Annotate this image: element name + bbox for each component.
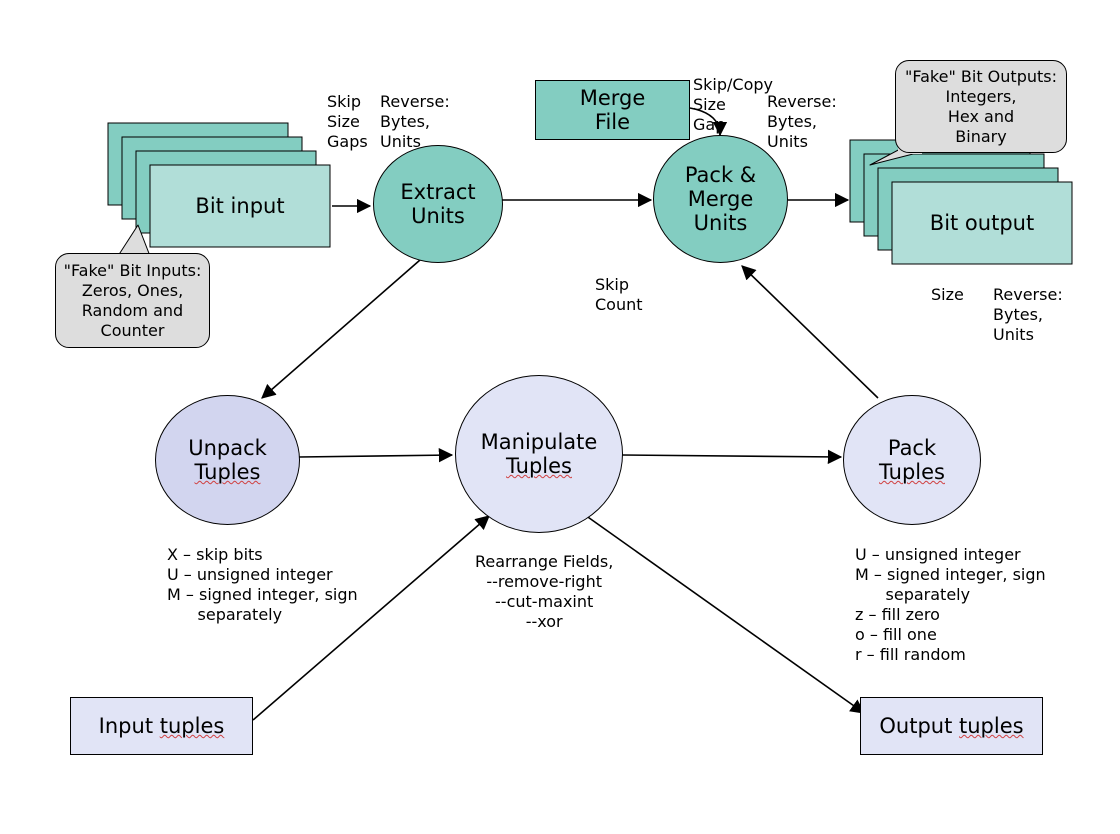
callout-fake-inputs: "Fake" Bit Inputs: Zeros, Ones, Random a… [55,253,210,348]
node-manipulate: ManipulateTuples [455,375,623,533]
node-bit-input-label: Bit input [195,194,284,218]
diagram-canvas: Bit input Bit output Merge File Extract … [0,0,1120,834]
node-unpack-tuples-label: UnpackTuples [188,436,267,484]
callout-fake-outputs: "Fake" Bit Outputs: Integers, Hex and Bi… [895,60,1067,153]
callout-fake-outputs-label: "Fake" Bit Outputs: Integers, Hex and Bi… [905,67,1057,147]
node-extract-units-label: Extract Units [400,180,475,228]
node-bit-input: Bit input [150,165,330,247]
node-bit-output-label: Bit output [930,211,1034,235]
node-input-tuples: Input tuples [70,697,253,755]
node-pack-tuples-label: PackTuples [879,436,945,484]
label-reverse-1: Reverse: Bytes, Units [380,92,450,152]
label-skip-count: Skip Count [595,275,643,315]
label-skip-copy: Skip/Copy Size Gap [693,75,773,135]
label-unpack-desc: X – skip bits U – unsigned integer M – s… [167,545,358,625]
node-output-tuples: Output tuples [860,697,1043,755]
label-reverse-3: Reverse: Bytes, Units [993,285,1063,345]
label-manipulate-desc: Rearrange Fields, --remove-right --cut-m… [475,552,613,632]
node-merge-file-label: Merge File [580,86,646,134]
node-manipulate-label: ManipulateTuples [481,430,598,478]
node-extract-units: Extract Units [373,145,503,263]
node-merge-file: Merge File [535,80,690,140]
node-output-tuples-label: Output tuples [879,714,1023,738]
node-bit-output: Bit output [892,182,1072,264]
label-reverse-2: Reverse: Bytes, Units [767,92,837,152]
node-pack-merge-label: Pack & Merge Units [685,163,756,235]
label-size-out: Size [931,285,964,305]
node-pack-tuples: PackTuples [843,395,981,525]
label-pack-desc: U – unsigned integer M – signed integer,… [855,545,1046,665]
node-pack-merge: Pack & Merge Units [653,135,788,263]
node-unpack-tuples: UnpackTuples [155,395,300,525]
callout-fake-inputs-label: "Fake" Bit Inputs: Zeros, Ones, Random a… [64,261,202,341]
node-input-tuples-label: Input tuples [99,714,225,738]
label-skip-size-gaps: Skip Size Gaps [327,92,368,152]
